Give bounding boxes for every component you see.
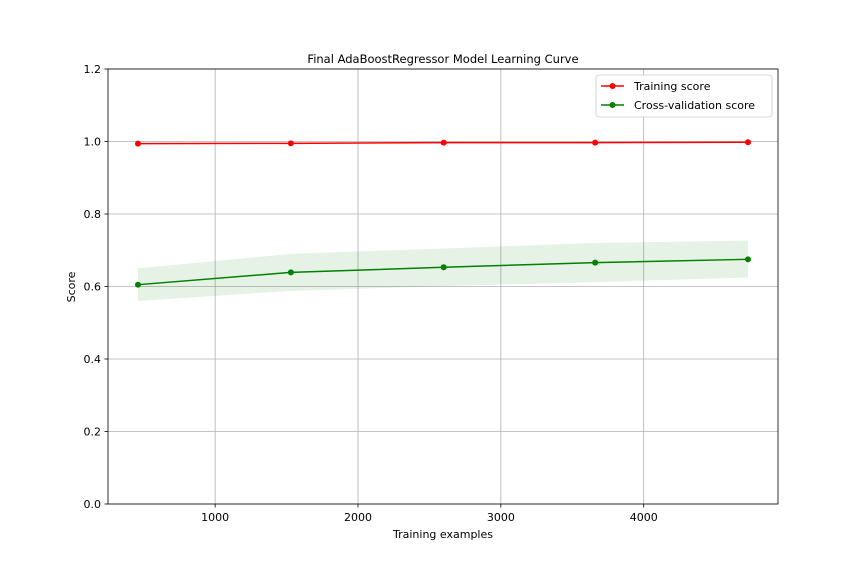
y-tick-label: 1.0 bbox=[84, 136, 102, 149]
x-tick-label: 2000 bbox=[344, 511, 372, 524]
data-point bbox=[287, 140, 294, 147]
chart-title: Final AdaBoostRegressor Model Learning C… bbox=[307, 52, 578, 66]
data-point bbox=[592, 139, 599, 146]
y-tick-label: 1.2 bbox=[84, 63, 102, 76]
legend-entry-label: Cross-validation score bbox=[634, 99, 755, 112]
data-point bbox=[440, 264, 447, 271]
data-point bbox=[745, 256, 751, 263]
data-point bbox=[592, 259, 599, 266]
x-tick-label: 3000 bbox=[487, 511, 515, 524]
x-axis-label: Training examples bbox=[392, 528, 493, 541]
legend-swatch-marker bbox=[609, 83, 616, 89]
y-tick-label: 0.4 bbox=[84, 353, 102, 366]
legend-entry-label: Training score bbox=[633, 80, 711, 93]
legend-box bbox=[595, 74, 773, 118]
legend-swatch-marker bbox=[609, 102, 616, 108]
x-axis-ticks: 1000 2000 3000 4000 bbox=[201, 504, 658, 524]
data-point bbox=[745, 139, 751, 146]
y-axis-label: Score bbox=[65, 271, 78, 302]
data-point bbox=[440, 139, 447, 146]
data-point bbox=[135, 281, 141, 288]
series-band bbox=[138, 240, 748, 301]
data-point bbox=[287, 269, 294, 276]
y-tick-label: 0.0 bbox=[84, 498, 102, 511]
series-points bbox=[135, 139, 751, 288]
y-tick-label: 0.2 bbox=[84, 426, 102, 439]
x-tick-label: 1000 bbox=[201, 511, 229, 524]
data-point bbox=[135, 140, 141, 147]
x-tick-label: 4000 bbox=[630, 511, 658, 524]
y-tick-label: 0.8 bbox=[84, 208, 102, 221]
legend: Training score Cross-validation score bbox=[595, 74, 773, 118]
y-axis-ticks: 0.0 0.2 0.4 0.6 0.8 1.0 1.2 bbox=[84, 63, 108, 511]
y-tick-label: 0.6 bbox=[84, 281, 102, 294]
